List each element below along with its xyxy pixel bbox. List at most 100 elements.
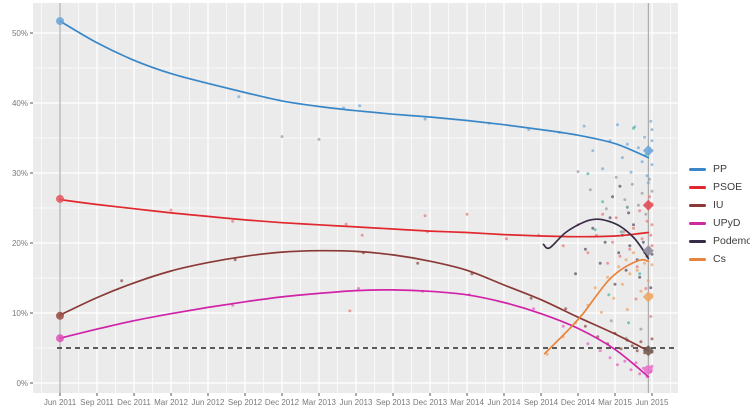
legend-item-podemos: Podemos: [689, 232, 750, 250]
cs-trend-line: [543, 258, 650, 355]
cs-polls-point: [646, 279, 650, 283]
other-polls-gray-point: [604, 207, 608, 211]
psoe-polls-point: [634, 297, 638, 301]
psoe-polls-point: [632, 226, 635, 230]
iu-polls-point: [583, 324, 587, 328]
x-axis-tick-label: Dec 2012: [265, 398, 300, 407]
y-axis-tick-label: 40%: [12, 99, 28, 108]
cs-polls-point: [650, 263, 654, 267]
pp-polls-point: [625, 142, 629, 146]
iu-polls-point: [639, 340, 643, 344]
iu-polls-point: [233, 258, 237, 262]
psoe-polls-point: [231, 219, 235, 223]
cs-polls-point: [639, 289, 643, 293]
upyd-trend-line: [59, 289, 650, 378]
psoe-polls-point: [561, 244, 565, 248]
pp-polls-point: [358, 104, 362, 108]
other-polls-gray-point: [623, 198, 627, 202]
upyd-2015-result-marker: [643, 365, 653, 375]
other-polls-gray-point: [636, 203, 640, 207]
legend-label-pp: PP: [713, 162, 728, 175]
legend-item-iu: IU: [689, 196, 750, 214]
other-polls-teal-point: [638, 272, 642, 276]
cs-polls-point: [620, 282, 624, 286]
psoe-polls-point: [360, 233, 364, 237]
other-polls-gray-point: [576, 170, 580, 174]
legend-item-pp: PP: [689, 160, 750, 178]
podemos-polls-point: [617, 251, 621, 255]
psoe-polls-point: [423, 214, 427, 218]
x-axis-tick-label: Mar 2013: [302, 398, 336, 407]
x-axis-tick-label: Jun 2012: [192, 398, 225, 407]
upyd-polls-point: [615, 363, 619, 367]
legend-swatch-cs: [689, 257, 706, 261]
cs-polls-point: [612, 296, 616, 300]
x-axis-tick-label: Sep 2013: [376, 398, 411, 407]
upyd-polls-point: [608, 356, 612, 360]
legend-label-cs: Cs: [713, 252, 726, 265]
psoe-polls-point: [601, 212, 605, 216]
y-axis-tick-label: 50%: [12, 29, 28, 38]
podemos-polls-point: [624, 268, 628, 272]
legend-label-podemos: Podemos: [713, 234, 750, 247]
y-axis-tick-label: 10%: [12, 309, 28, 318]
other-polls-gray-point: [640, 191, 644, 195]
psoe-polls-point: [614, 216, 618, 220]
psoe-polls-point: [344, 222, 348, 226]
pp-polls-point: [423, 117, 427, 121]
pp-polls-point: [650, 163, 654, 167]
legend-item-cs: Cs: [689, 250, 750, 268]
upyd-polls-point: [561, 324, 565, 328]
podemos-polls-point: [598, 261, 602, 265]
legend-swatch-psoe: [689, 185, 706, 189]
pp-polls-point: [643, 135, 647, 139]
psoe-polls-point: [650, 244, 654, 248]
upyd-polls-point: [634, 361, 638, 365]
psoe-polls-point: [606, 261, 610, 265]
iu-polls-point: [416, 261, 420, 265]
x-axis-tick-label: Mar 2015: [598, 398, 632, 407]
podemos-trend-line: [542, 218, 650, 260]
pp-polls-point: [601, 167, 605, 171]
cs-polls-point: [599, 310, 603, 314]
iu-polls-point: [619, 347, 623, 351]
podemos-polls-point: [591, 226, 595, 230]
upyd-polls-point: [586, 342, 590, 346]
legend-swatch-iu: [689, 203, 706, 207]
cs-polls-point: [628, 272, 632, 276]
other-polls-teal-point: [586, 172, 590, 176]
iu-2015-result-marker: [642, 345, 654, 357]
legend-label-iu: IU: [713, 198, 724, 211]
psoe-polls-point: [622, 230, 626, 234]
podemos-polls-point: [611, 195, 615, 199]
upyd-polls-point: [356, 287, 360, 290]
other-polls-teal-point: [625, 205, 629, 209]
pp-trend-line: [59, 20, 650, 159]
iu-polls-point: [120, 279, 124, 283]
podemos-polls-point: [632, 223, 635, 227]
psoe-polls-point: [618, 254, 622, 258]
other-polls-gray-point: [614, 175, 618, 179]
psoe-polls-point: [504, 237, 508, 241]
psoe-polls-point: [649, 233, 653, 237]
iu-2011-result-marker: [56, 311, 64, 320]
cs-polls-point: [593, 286, 597, 290]
legend: PP PSOE IU UPyD Podemos Cs: [689, 160, 750, 268]
psoe-polls-point: [649, 315, 653, 318]
pp-2011-result-marker: [56, 17, 64, 26]
x-axis-tick-label: Dec 2013: [413, 398, 448, 407]
psoe-polls-point: [635, 265, 639, 269]
x-axis-tick-label: Sep 2012: [228, 398, 263, 407]
x-axis-tick-label: Sep 2014: [524, 398, 559, 407]
cs-polls-point: [606, 275, 610, 279]
other-polls-gray-point: [280, 135, 284, 139]
legend-swatch-pp: [689, 167, 706, 171]
pp-polls-point: [645, 174, 649, 178]
psoe-polls-point: [465, 212, 469, 216]
x-axis-tick-label: Mar 2014: [450, 398, 484, 407]
psoe-polls-point: [348, 309, 352, 313]
iu-polls-point: [630, 344, 634, 348]
upyd-polls-point: [629, 368, 633, 372]
legend-label-psoe: PSOE: [713, 180, 743, 193]
other-polls-gray-point: [639, 327, 643, 331]
